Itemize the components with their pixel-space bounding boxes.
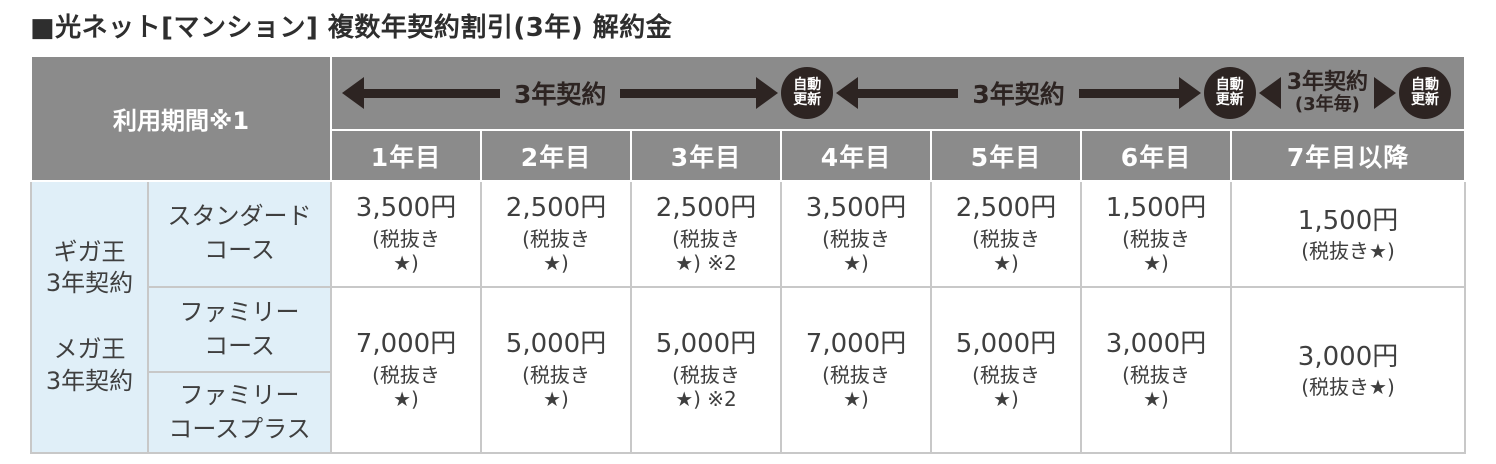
price-family-year7plus: 3,000円 (税抜き★): [1229, 286, 1467, 454]
year-header-6: 6年目: [1080, 129, 1232, 182]
auto-renew-label-line1: 自動: [1215, 76, 1244, 93]
page-title: ■光ネット[マンション] 複数年契約割引(3年) 解約金: [30, 13, 673, 43]
arrow-bar: [620, 88, 757, 98]
timeline-segment-renewal: 3年契約 (3年毎): [1258, 70, 1397, 116]
auto-renew-label-line1: 自動: [1411, 76, 1440, 93]
arrowhead-left-icon: [1258, 77, 1281, 109]
plan-group-cell: ギガ王 3年契約 メガ王 3年契約: [30, 180, 149, 454]
plan-giga: ギガ王 3年契約: [45, 237, 134, 298]
auto-renew-label-line2: 更新: [1215, 92, 1244, 108]
price-family-year3: 5,000円 (税抜き ★) ※2: [630, 286, 782, 454]
price-family-year2: 5,000円 (税抜き ★): [480, 286, 632, 454]
auto-renew-badge: 自動 更新: [781, 67, 834, 119]
arrow-bar: [1078, 88, 1179, 98]
price-standard-year1: 3,500円 (税抜き ★): [330, 180, 482, 288]
auto-renew-badge: 自動 更新: [1399, 67, 1452, 119]
page: ■光ネット[マンション] 複数年契約割引(3年) 解約金 利用期間※1 3年契約: [30, 13, 1467, 454]
auto-renew-label-line2: 更新: [1411, 92, 1440, 108]
price-family-year6: 3,000円 (税抜き ★): [1080, 286, 1232, 454]
price-standard-year5: 2,500円 (税抜き ★): [930, 180, 1082, 288]
price-family-year4: 7,000円 (税抜き ★): [780, 286, 932, 454]
price-standard-year7plus: 1,500円 (税抜き★): [1229, 180, 1467, 288]
arrowhead-right-icon: [756, 77, 779, 109]
price-standard-year4: 3,500円 (税抜き ★): [780, 180, 932, 288]
arrow-bar: [364, 88, 500, 98]
year-header-3: 3年目: [630, 129, 782, 182]
course-standard: スタンダード コース: [147, 180, 332, 288]
timeline-segment-first: 3年契約: [342, 75, 779, 111]
arrow-bar: [858, 88, 959, 98]
arrowhead-right-icon: [1374, 77, 1397, 109]
auto-renew-label-line1: 自動: [793, 76, 822, 93]
price-standard-year2: 2,500円 (税抜き ★): [480, 180, 632, 288]
auto-renew-label-line2: 更新: [793, 92, 822, 108]
plan-mega: メガ王 3年契約: [45, 335, 134, 395]
year-header-5: 5年目: [930, 129, 1082, 182]
contract-timeline: 3年契約 自動 更新 3年契約: [332, 58, 1464, 128]
course-family-plus: ファミリー コースプラス: [147, 371, 332, 454]
price-standard-year6: 1,500円 (税抜き ★): [1080, 180, 1232, 288]
arrowhead-left-icon: [836, 77, 859, 109]
year-header-2: 2年目: [480, 129, 632, 182]
usage-period-header: 利用期間※1: [30, 55, 332, 182]
auto-renew-badge: 自動 更新: [1203, 67, 1256, 119]
course-family: ファミリー コース: [147, 286, 332, 373]
price-standard-year3: 2,500円 (税抜き ★) ※2: [630, 180, 782, 288]
year-header-1: 1年目: [330, 129, 482, 182]
contract-timeline-header: 3年契約 自動 更新 3年契約: [329, 55, 1467, 131]
year-header-7: 7年目以降: [1229, 129, 1467, 182]
year-header-4: 4年目: [780, 129, 932, 182]
arrowhead-right-icon: [1178, 77, 1201, 109]
contract-period-label: 3年契約: [972, 80, 1065, 109]
price-family-year5: 5,000円 (税抜き ★): [930, 286, 1082, 454]
timeline-segment-second: 3年契約: [836, 75, 1201, 111]
cancellation-fee-table: 利用期間※1 3年契約 自動 更新: [30, 55, 1467, 454]
contract-period-label: 3年契約: [513, 80, 607, 109]
contract-renewal-label: 3年契約 (3年毎): [1286, 70, 1369, 116]
arrowhead-left-icon: [342, 77, 364, 109]
price-family-year1: 7,000円 (税抜き ★): [330, 286, 482, 454]
